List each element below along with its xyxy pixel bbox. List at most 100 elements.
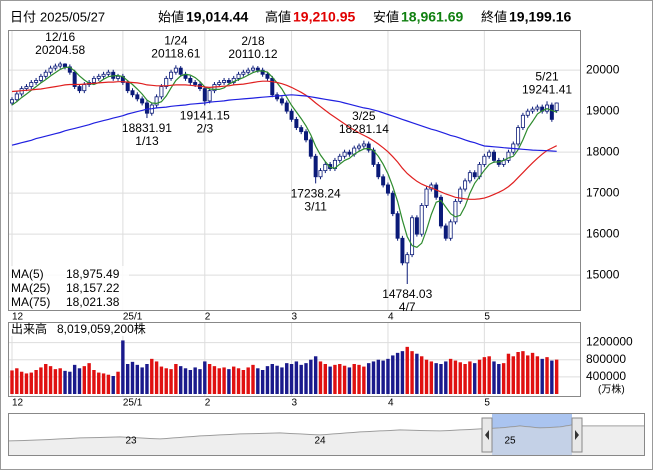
x-tick-label: 4 bbox=[388, 398, 394, 409]
x-tick-label: 3 bbox=[292, 312, 298, 323]
annotation-date: 1/24 bbox=[164, 33, 188, 47]
volume-bar bbox=[535, 356, 540, 394]
volume-bar bbox=[318, 361, 323, 394]
navigator-label: 23 bbox=[125, 436, 137, 447]
volume-bar bbox=[386, 358, 390, 394]
volume-bar bbox=[540, 358, 544, 394]
candle-body bbox=[173, 67, 178, 73]
candle-body bbox=[448, 221, 453, 239]
candle-body bbox=[453, 200, 458, 223]
volume-bar bbox=[511, 356, 515, 394]
candle-body bbox=[535, 106, 540, 110]
volume-bar bbox=[116, 371, 120, 394]
volume-latest: 8,019,059,200株 bbox=[57, 321, 146, 336]
candle-body bbox=[202, 88, 207, 102]
y-tick-label: 17000 bbox=[586, 185, 620, 199]
volume-bar bbox=[420, 356, 424, 394]
volume-bar bbox=[405, 346, 409, 394]
volume-bar bbox=[154, 361, 159, 394]
volume-bar bbox=[328, 366, 332, 394]
volume-bar bbox=[169, 369, 173, 394]
candle-body bbox=[217, 82, 222, 85]
candle-body bbox=[250, 67, 255, 71]
handle-arrow bbox=[575, 430, 579, 440]
volume-bar bbox=[241, 370, 246, 394]
candle-body bbox=[222, 80, 227, 83]
volume-bar bbox=[236, 368, 241, 394]
volume-bar bbox=[101, 373, 106, 394]
volume-bar bbox=[193, 367, 197, 394]
ma-line bbox=[11, 66, 557, 248]
volume-bar bbox=[477, 359, 482, 394]
candle-body bbox=[246, 69, 251, 73]
x-tick-label: 2 bbox=[205, 398, 211, 409]
volume-bar bbox=[44, 364, 48, 394]
candle-body bbox=[38, 75, 43, 81]
candle-body bbox=[9, 99, 14, 104]
volume-bar bbox=[260, 370, 265, 394]
candle-body bbox=[96, 75, 101, 79]
candle-body bbox=[279, 98, 284, 104]
volume-bar bbox=[362, 366, 366, 394]
volume-bar bbox=[458, 362, 462, 394]
candle-body bbox=[414, 217, 419, 235]
candle-body bbox=[116, 75, 121, 79]
candle-body bbox=[125, 82, 130, 92]
candle-body bbox=[265, 73, 270, 79]
volume-bar bbox=[313, 356, 318, 394]
volume-bar bbox=[97, 372, 101, 394]
volume-bar bbox=[63, 370, 67, 394]
candle-body bbox=[106, 71, 111, 75]
volume-title: 出来高 bbox=[11, 321, 47, 336]
volume-bar bbox=[58, 368, 62, 394]
volume-bar bbox=[294, 361, 299, 394]
candle-body bbox=[467, 172, 472, 182]
legend-value: 18,021.38 bbox=[66, 295, 120, 309]
volume-bar bbox=[150, 358, 154, 394]
volume-bar bbox=[453, 360, 458, 394]
candle-body bbox=[443, 225, 448, 239]
candle-body bbox=[63, 63, 68, 68]
volume-bar bbox=[448, 358, 453, 394]
candle-body bbox=[385, 184, 390, 194]
date-label: 日付 bbox=[10, 9, 36, 24]
volume-bar bbox=[342, 365, 347, 394]
candle-body bbox=[299, 127, 304, 133]
field-value: 19,210.95 bbox=[293, 9, 355, 25]
candle-body bbox=[72, 71, 77, 87]
field-value: 19,199.16 bbox=[509, 9, 571, 25]
field-label: 安値 bbox=[373, 9, 399, 24]
candle-body bbox=[438, 196, 443, 227]
volume-bar bbox=[347, 367, 352, 394]
candle-body bbox=[294, 118, 299, 128]
candle-body bbox=[424, 188, 429, 206]
y-tick-label: 400000 bbox=[586, 369, 626, 383]
candle-body bbox=[458, 188, 463, 202]
volume-bar bbox=[521, 351, 525, 394]
x-tick-label: 3 bbox=[292, 398, 298, 409]
volume-bar bbox=[34, 370, 38, 394]
volume-bar bbox=[48, 366, 53, 394]
annotation-value: 20110.12 bbox=[228, 47, 277, 61]
volume-bar bbox=[82, 366, 86, 394]
volume-bar bbox=[19, 371, 24, 394]
ma-line bbox=[11, 80, 557, 200]
volume-bar bbox=[130, 361, 135, 394]
volume-bar bbox=[444, 361, 448, 394]
candle-body bbox=[144, 102, 149, 114]
volume-bar bbox=[270, 364, 274, 394]
candle-body bbox=[472, 172, 477, 178]
y-tick-label: 1200000 bbox=[586, 335, 633, 349]
volume-bar bbox=[299, 364, 303, 394]
candle-body bbox=[390, 192, 395, 215]
y-tick-label: 19000 bbox=[586, 103, 620, 117]
candle-body bbox=[405, 254, 410, 264]
volume-bar bbox=[391, 355, 395, 394]
volume-bar bbox=[501, 363, 506, 394]
x-tick-label: 4 bbox=[388, 312, 394, 323]
legend-value: 18,157.22 bbox=[66, 281, 120, 295]
volume-bar bbox=[550, 360, 554, 394]
volume-bar bbox=[526, 355, 530, 394]
y-tick-label: 20000 bbox=[586, 62, 620, 76]
candle-body bbox=[207, 90, 212, 102]
